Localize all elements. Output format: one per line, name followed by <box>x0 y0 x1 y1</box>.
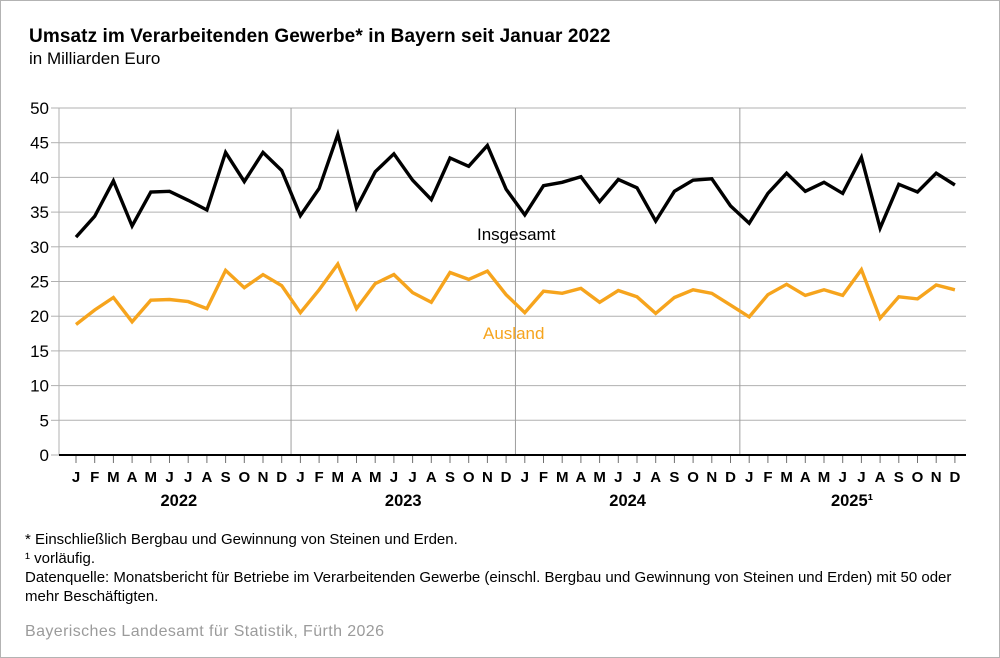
month-letter: J <box>184 469 192 486</box>
y-axis-labels: 0 5 10 15 20 25 30 35 40 45 50 <box>30 99 49 465</box>
y-tick-label: 20 <box>30 307 49 326</box>
month-letter: A <box>351 469 362 486</box>
month-letter: D <box>501 469 512 486</box>
month-letter: F <box>90 469 99 486</box>
month-letter: M <box>556 469 569 486</box>
footnote-preliminary: ¹ vorläufig. <box>25 550 96 567</box>
month-letter: A <box>800 469 811 486</box>
month-letter: J <box>857 469 865 486</box>
y-tick-label: 45 <box>30 134 49 153</box>
month-letter: J <box>633 469 641 486</box>
month-letter: A <box>875 469 886 486</box>
footnotes: * Einschließlich Bergbau und Gewinnung v… <box>25 530 975 606</box>
month-letter: M <box>369 469 382 486</box>
series-label-insgesamt: Insgesamt <box>477 225 556 244</box>
y-tick-label: 10 <box>30 377 49 396</box>
month-letter: A <box>650 469 661 486</box>
month-letter: O <box>463 469 475 486</box>
gridlines <box>51 107 966 456</box>
month-letter: N <box>706 469 717 486</box>
series-line-ausland <box>74 260 956 326</box>
y-tick-label: 0 <box>40 446 49 465</box>
month-letter: N <box>482 469 493 486</box>
year-label: 2024 <box>609 492 647 510</box>
month-letter: M <box>145 469 158 486</box>
month-letter: J <box>72 469 80 486</box>
page-title: Umsatz im Verarbeitenden Gewerbe* in Bay… <box>29 26 611 47</box>
month-letter: F <box>315 469 324 486</box>
month-letter: S <box>894 469 904 486</box>
x-ticks <box>75 456 956 463</box>
year-label: 2025¹ <box>831 492 873 510</box>
series-label-ausland: Ausland <box>483 324 544 343</box>
month-letter: D <box>725 469 736 486</box>
page-subtitle: in Milliarden Euro <box>29 49 161 68</box>
month-letter: M <box>780 469 793 486</box>
month-letter: S <box>445 469 455 486</box>
y-tick-label: 50 <box>30 99 49 118</box>
month-letter: J <box>165 469 173 486</box>
month-letter: J <box>745 469 753 486</box>
month-letter: O <box>238 469 250 486</box>
month-letter: N <box>931 469 942 486</box>
month-letter: A <box>127 469 138 486</box>
month-letter: J <box>390 469 398 486</box>
month-letter: D <box>949 469 960 486</box>
month-letter: J <box>614 469 622 486</box>
series-line-insgesamt <box>74 128 956 239</box>
month-letter: D <box>276 469 287 486</box>
month-letter: J <box>408 469 416 486</box>
month-letter: A <box>201 469 212 486</box>
publisher-source-line: Bayerisches Landesamt für Statistik, Für… <box>25 623 385 640</box>
y-tick-label: 25 <box>30 273 49 292</box>
month-letter: M <box>332 469 345 486</box>
month-letter: F <box>763 469 772 486</box>
month-letter: M <box>593 469 606 486</box>
month-letter: A <box>426 469 437 486</box>
month-letter: M <box>818 469 831 486</box>
year-label: 2022 <box>160 492 197 510</box>
y-tick-label: 35 <box>30 203 49 222</box>
month-letter: F <box>539 469 548 486</box>
y-tick-label: 40 <box>30 168 49 187</box>
month-letter: O <box>912 469 924 486</box>
month-letter: J <box>296 469 304 486</box>
month-letter: J <box>521 469 529 486</box>
month-letter: M <box>107 469 120 486</box>
y-tick-label: 30 <box>30 238 49 257</box>
chart-header: Umsatz im Verarbeitenden Gewerbe* in Bay… <box>29 25 611 70</box>
month-letter: S <box>669 469 679 486</box>
y-tick-label: 15 <box>30 342 49 361</box>
footnote-datasource: Datenquelle: Monatsbericht für Betriebe … <box>25 569 952 605</box>
y-tick-label: 5 <box>40 411 49 430</box>
month-letter: O <box>687 469 699 486</box>
year-label: 2023 <box>385 492 422 510</box>
month-letter: N <box>258 469 269 486</box>
footnote-asterisk: * Einschließlich Bergbau und Gewinnung v… <box>25 531 458 548</box>
year-labels: 2022 2023 2024 2025¹ <box>160 492 873 510</box>
month-letter: S <box>221 469 231 486</box>
month-letter: A <box>575 469 586 486</box>
month-letter: J <box>839 469 847 486</box>
